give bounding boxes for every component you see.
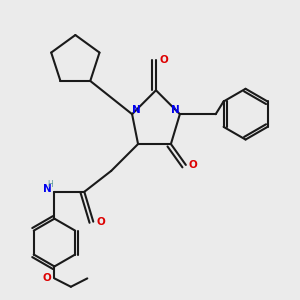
Text: O: O (43, 273, 51, 284)
Text: O: O (159, 56, 168, 65)
Text: N: N (171, 105, 180, 115)
Text: N: N (43, 184, 51, 194)
Text: O: O (96, 217, 105, 227)
Text: O: O (189, 160, 198, 170)
Text: H: H (47, 180, 53, 189)
Text: N: N (132, 105, 141, 115)
